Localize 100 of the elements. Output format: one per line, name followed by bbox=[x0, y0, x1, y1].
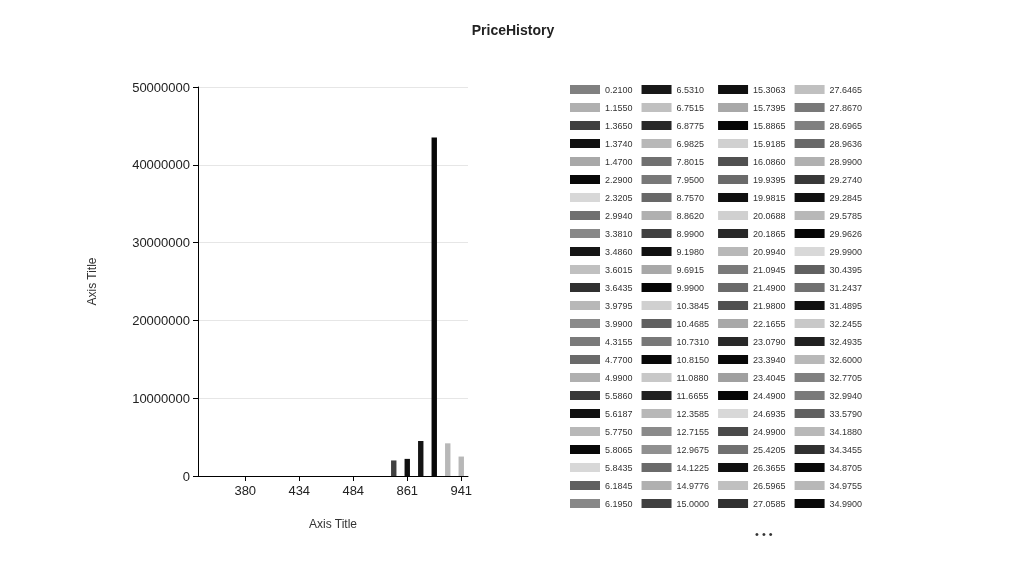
legend-label: 4.7700 bbox=[605, 354, 633, 365]
text: PriceHistory bbox=[471, 22, 555, 38]
legend-label: 15.0000 bbox=[676, 498, 710, 509]
x-tick-label: 380 bbox=[234, 483, 257, 498]
legend-label: 10.4685 bbox=[676, 318, 710, 329]
legend-label: 20.1865 bbox=[753, 228, 786, 239]
legend-label: 29.9626 bbox=[829, 228, 863, 239]
legend-label: 6.9825 bbox=[676, 138, 705, 149]
legend-label: 7.9500 bbox=[676, 174, 705, 185]
legend-label: 24.9900 bbox=[753, 426, 786, 437]
legend-label: 27.6465 bbox=[829, 84, 863, 95]
legend-label: 12.3585 bbox=[676, 408, 710, 419]
legend-label: 32.2455 bbox=[829, 318, 863, 329]
legend-label: 30.4395 bbox=[829, 264, 863, 275]
legend-label: 11.6655 bbox=[676, 390, 709, 401]
legend-label: 21.9800 bbox=[753, 300, 786, 311]
legend-label: 20.9940 bbox=[753, 246, 786, 257]
legend-label: 34.3455 bbox=[829, 444, 863, 455]
y-tick-label: 30000000 bbox=[132, 235, 190, 251]
x-tick-label: 484 bbox=[342, 483, 365, 498]
legend-label: 11.0880 bbox=[676, 372, 709, 383]
legend-label: 15.9185 bbox=[753, 138, 786, 149]
legend-label: 10.8150 bbox=[676, 354, 710, 365]
legend-label: 28.6965 bbox=[829, 120, 863, 131]
legend-label: 15.8865 bbox=[753, 120, 786, 131]
y-axis-title: Axis Title bbox=[85, 257, 99, 306]
legend-label: 29.2740 bbox=[829, 174, 863, 185]
legend-label: 34.8705 bbox=[829, 462, 863, 473]
legend-label: 15.3063 bbox=[753, 84, 786, 95]
legend-label: 26.3655 bbox=[753, 462, 786, 473]
y-tick-label: 50000000 bbox=[132, 79, 190, 95]
legend-label: 14.1225 bbox=[676, 462, 710, 473]
legend-label: 5.6187 bbox=[605, 408, 633, 419]
legend-label: 12.9675 bbox=[676, 444, 710, 455]
legend-label: 10.3845 bbox=[676, 300, 710, 311]
legend-label: 5.7750 bbox=[605, 426, 633, 437]
legend-label: 3.6015 bbox=[605, 264, 633, 275]
legend-label: 33.5790 bbox=[829, 408, 863, 419]
legend-label: 2.3205 bbox=[605, 192, 633, 203]
legend-label: 16.0860 bbox=[753, 156, 786, 167]
legend-label: 6.1950 bbox=[605, 498, 633, 509]
legend-label: 3.3810 bbox=[605, 228, 633, 239]
x-tick-label: 434 bbox=[288, 483, 311, 498]
legend-label: 6.8775 bbox=[676, 120, 705, 131]
legend-label: 21.0945 bbox=[753, 264, 786, 275]
legend-label: 10.7310 bbox=[676, 336, 710, 347]
legend-label: 28.9900 bbox=[829, 156, 863, 167]
legend-label: 1.3650 bbox=[605, 120, 633, 131]
y-tick-label: 10000000 bbox=[132, 390, 190, 406]
legend-label: 31.4895 bbox=[829, 300, 863, 311]
legend-label: 28.9636 bbox=[829, 138, 863, 149]
x-tick-label: 941 bbox=[450, 483, 473, 498]
legend-label: 4.3155 bbox=[605, 336, 633, 347]
legend-label: 1.1550 bbox=[605, 102, 633, 113]
y-tick-label: 0 bbox=[182, 468, 190, 484]
legend-label: 12.7155 bbox=[676, 426, 710, 437]
legend-label: 34.9900 bbox=[829, 498, 863, 509]
legend-label: 22.1655 bbox=[753, 318, 786, 329]
legend-label: 6.5310 bbox=[676, 84, 705, 95]
legend-label: 2.9940 bbox=[605, 210, 633, 221]
legend-label: 15.7395 bbox=[753, 102, 786, 113]
legend-label: 27.8670 bbox=[829, 102, 863, 113]
legend-label: 26.5965 bbox=[753, 480, 786, 491]
legend-label: 27.0585 bbox=[753, 498, 786, 509]
legend-label: 3.9900 bbox=[605, 318, 633, 329]
legend-label: 23.3940 bbox=[753, 354, 786, 365]
legend-label: 9.6915 bbox=[676, 264, 705, 275]
legend-label: 29.2845 bbox=[829, 192, 863, 203]
legend-label: 8.8620 bbox=[676, 210, 705, 221]
legend-label: 23.4045 bbox=[753, 372, 786, 383]
legend-label: 24.4900 bbox=[753, 390, 786, 401]
legend-label: 3.9795 bbox=[605, 300, 633, 311]
legend-label: 23.0790 bbox=[753, 336, 786, 347]
y-tick-label: 20000000 bbox=[132, 312, 190, 328]
legend-label: 14.9776 bbox=[676, 480, 710, 491]
legend-label: 29.5785 bbox=[829, 210, 863, 221]
legend-label: 24.6935 bbox=[753, 408, 786, 419]
legend-label: 6.1845 bbox=[605, 480, 633, 491]
legend-label: 19.9395 bbox=[753, 174, 786, 185]
legend-label: 21.4900 bbox=[753, 282, 786, 293]
legend-label: 8.7570 bbox=[676, 192, 705, 203]
text: • • • bbox=[755, 527, 773, 540]
legend-label: 7.8015 bbox=[676, 156, 705, 167]
legend-label: 34.9755 bbox=[829, 480, 863, 491]
legend-label: 5.8065 bbox=[605, 444, 633, 455]
legend-label: 6.7515 bbox=[676, 102, 705, 113]
legend-label: 25.4205 bbox=[753, 444, 786, 455]
legend-label: 3.6435 bbox=[605, 282, 633, 293]
legend-label: 32.7705 bbox=[829, 372, 863, 383]
legend-label: 0.2100 bbox=[605, 84, 633, 95]
legend-label: 4.9900 bbox=[605, 372, 633, 383]
legend-label: 32.4935 bbox=[829, 336, 863, 347]
legend-label: 34.1880 bbox=[829, 426, 863, 437]
legend-label: 20.0688 bbox=[753, 210, 786, 221]
y-tick-label: 40000000 bbox=[132, 157, 190, 173]
legend-label: 5.5860 bbox=[605, 390, 633, 401]
x-tick-label: 861 bbox=[396, 483, 419, 498]
legend-label: 1.3740 bbox=[605, 138, 633, 149]
x-axis-title: Axis Title bbox=[308, 517, 358, 531]
legend-label: 32.6000 bbox=[829, 354, 863, 365]
